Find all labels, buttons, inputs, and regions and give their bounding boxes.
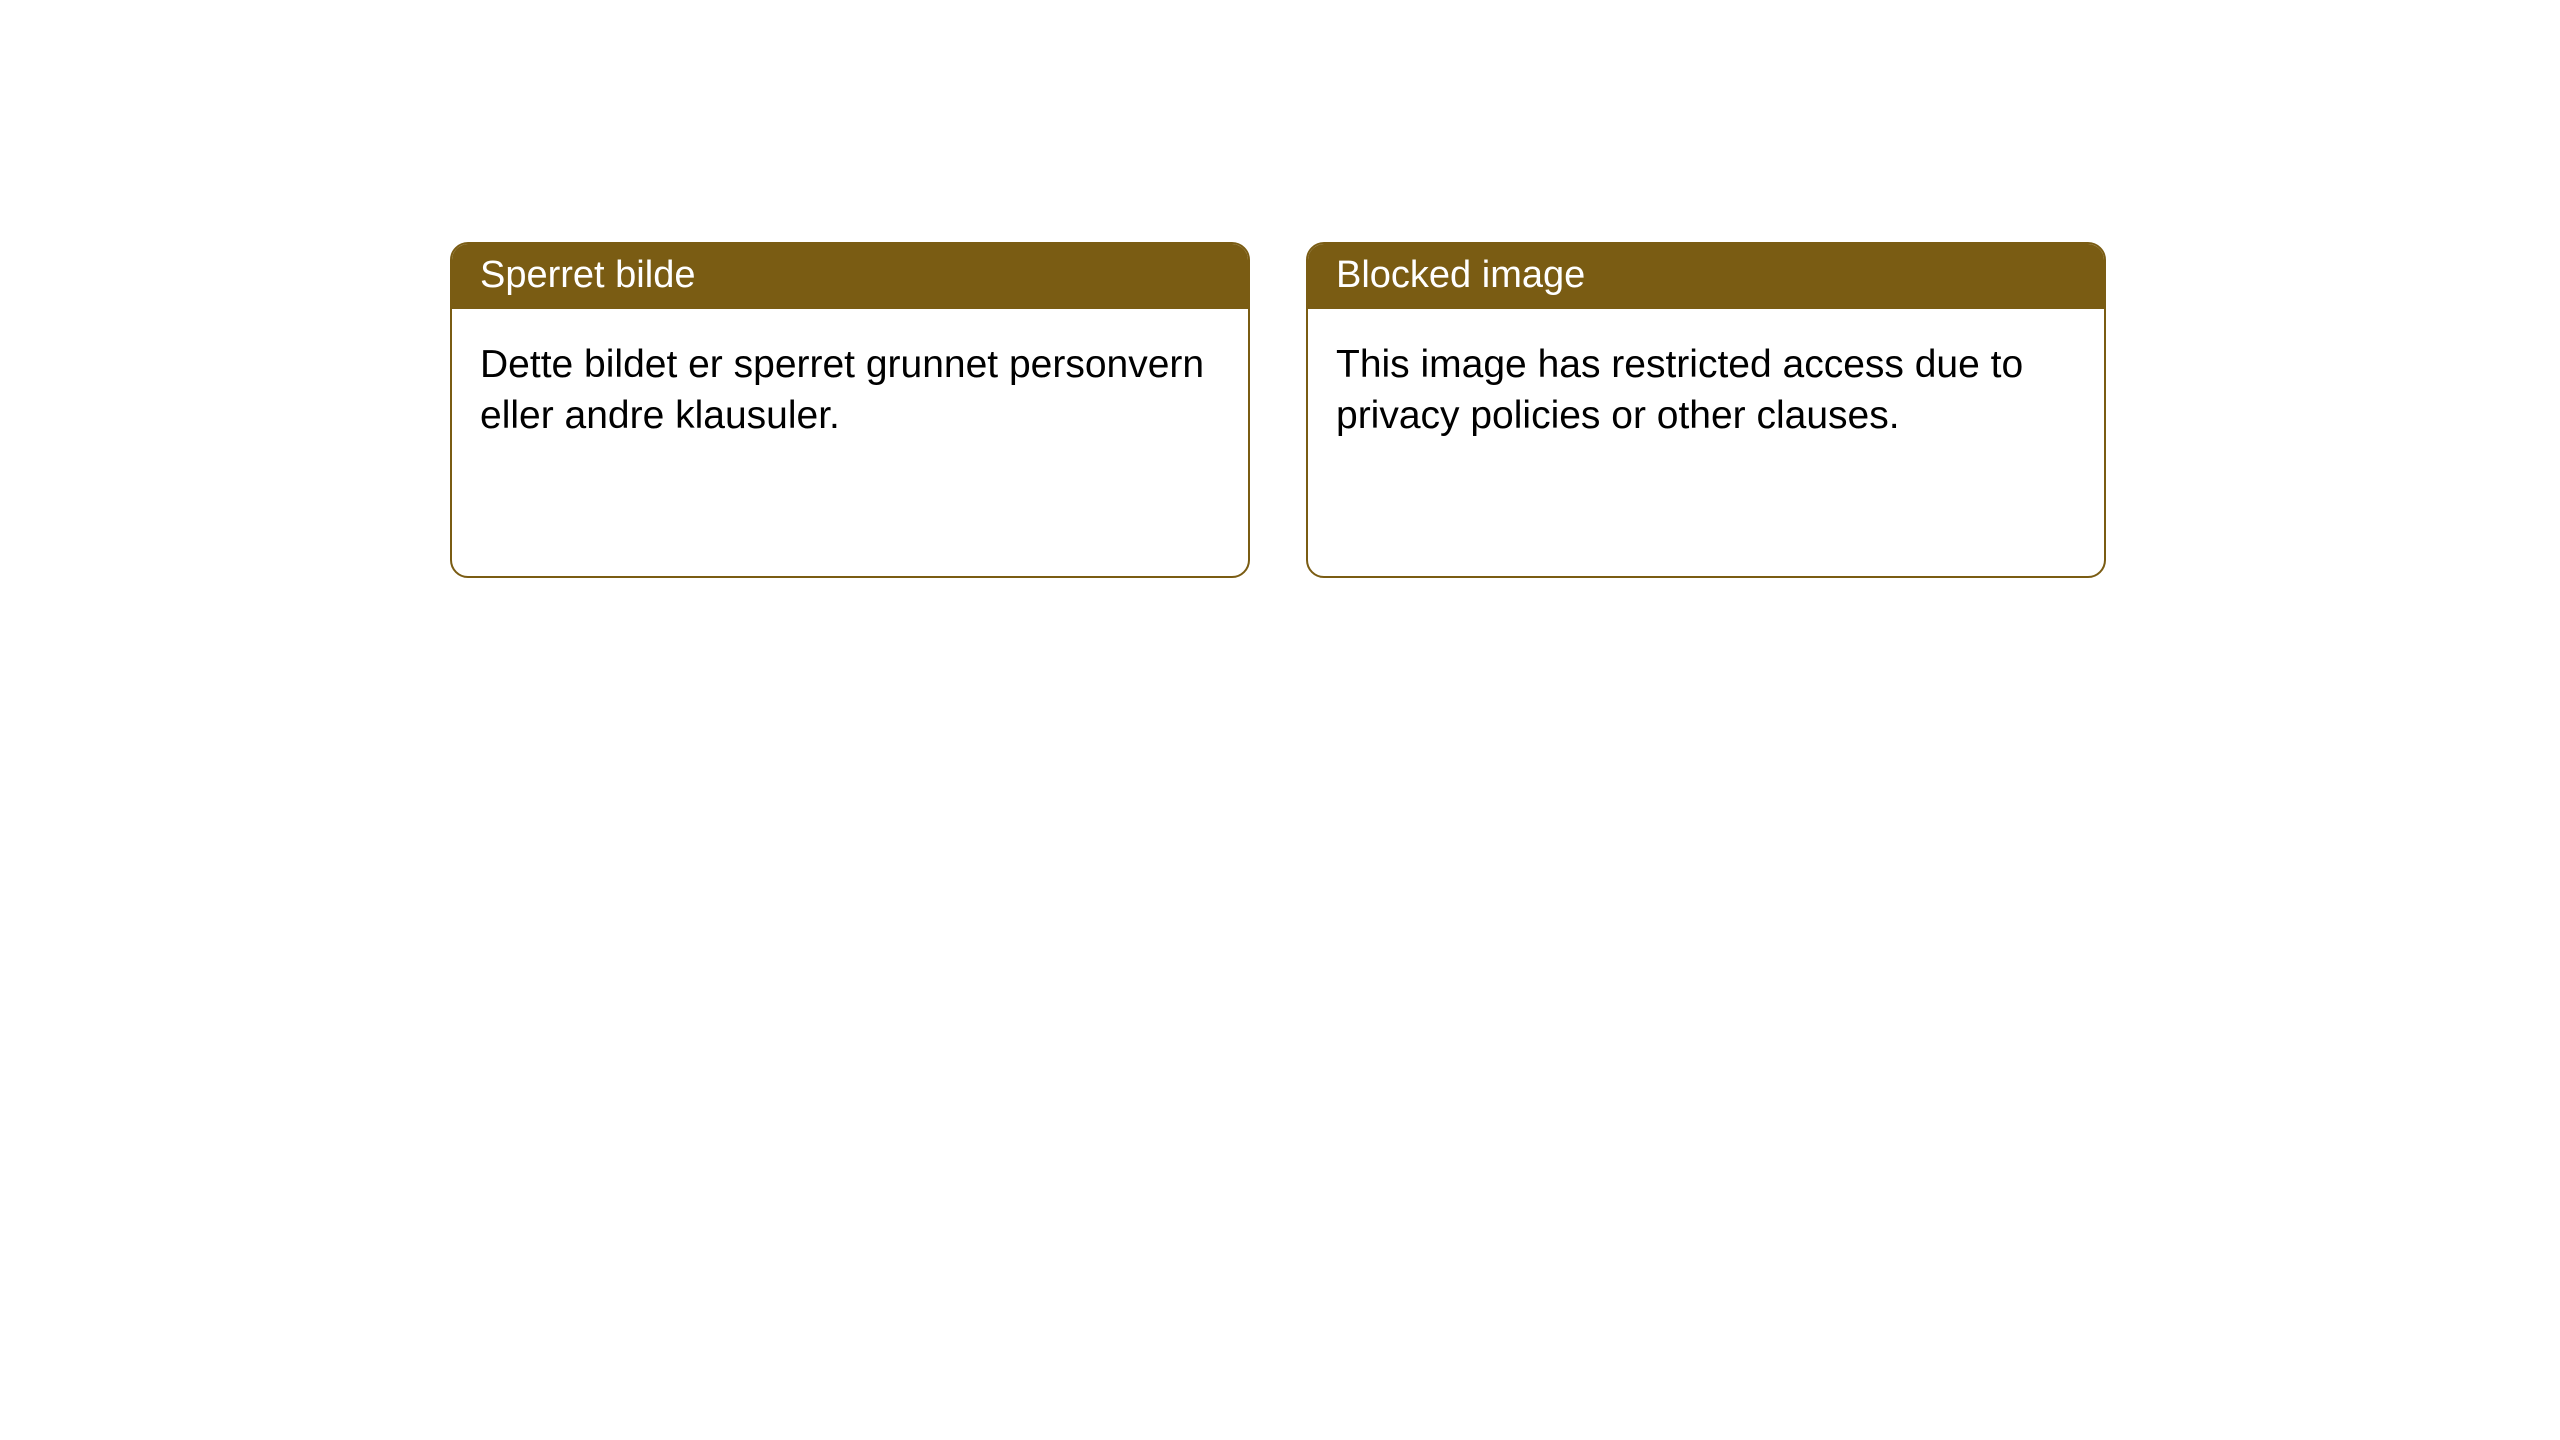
card-body: Dette bildet er sperret grunnet personve…	[452, 309, 1248, 472]
card-header: Blocked image	[1308, 244, 2104, 309]
card-title: Blocked image	[1336, 254, 1585, 296]
card-title: Sperret bilde	[480, 254, 695, 296]
notice-card-english: Blocked image This image has restricted …	[1306, 242, 2106, 578]
card-body-text: This image has restricted access due to …	[1336, 343, 2023, 437]
card-body: This image has restricted access due to …	[1308, 309, 2104, 472]
card-body-text: Dette bildet er sperret grunnet personve…	[480, 343, 1204, 437]
card-container: Sperret bilde Dette bildet er sperret gr…	[0, 0, 2560, 578]
card-header: Sperret bilde	[452, 244, 1248, 309]
notice-card-norwegian: Sperret bilde Dette bildet er sperret gr…	[450, 242, 1250, 578]
